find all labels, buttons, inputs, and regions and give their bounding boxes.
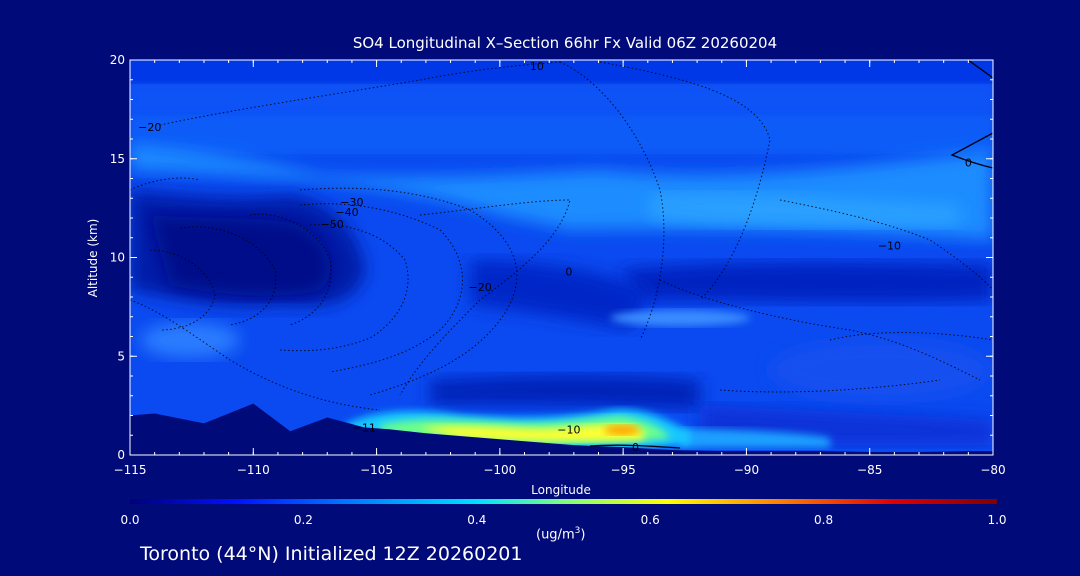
x-tick-label: −100 [483, 463, 516, 477]
zero-contour [589, 60, 993, 449]
colorbar-units-exponent: 3 [574, 526, 581, 536]
x-tick-label: −95 [610, 463, 635, 477]
y-tick-label: 20 [110, 53, 125, 67]
contour-label: −30 [340, 196, 363, 209]
concentration-field [130, 60, 993, 455]
terrain-silhouette [130, 403, 993, 455]
colorbar-tick-label: 1.0 [987, 513, 1006, 527]
contour-label: 10 [530, 60, 544, 73]
x-tick-label: −105 [360, 463, 393, 477]
colorbar: 0.0 0.2 0.4 0.6 0.8 1.0 [120, 499, 1007, 527]
y-axis-ticks: 0 5 10 15 20 [110, 53, 993, 462]
colorbar-gradient [130, 499, 997, 504]
colorbar-units-base: (ug/m [536, 527, 575, 543]
x-tick-label: −115 [114, 463, 147, 477]
contour-label: −40 [335, 206, 358, 219]
colorbar-units-tail: ) [580, 527, 586, 543]
contour-label: −50 [321, 218, 344, 231]
x-tick-label: −110 [237, 463, 270, 477]
contour-label: −10 [878, 240, 901, 253]
y-tick-label: 0 [117, 448, 125, 462]
colorbar-tick-label: 0.8 [814, 513, 833, 527]
x-tick-label: −80 [980, 463, 1005, 477]
contour-labels: 10 −20 −30−40−50 0 −20 −10 0 −10 −11 0 [138, 60, 972, 454]
contour-label: −10 [557, 423, 580, 436]
chart-title: SO4 Longitudinal X–Section 66hr Fx Valid… [352, 34, 778, 52]
colorbar-tick-label: 0.2 [294, 513, 313, 527]
contour-label: 0 [565, 265, 572, 278]
colorbar-units: (ug/m3) [536, 526, 585, 542]
contour-label: −20 [138, 121, 161, 134]
contour-label: −11 [353, 421, 376, 434]
colorbar-tick-label: 0.4 [467, 513, 486, 527]
y-tick-label: 15 [110, 152, 125, 166]
colorbar-tick-label: 0.6 [641, 513, 660, 527]
x-tick-label: −90 [734, 463, 759, 477]
contour-label: 0 [632, 441, 639, 454]
contour-label: −20 [469, 281, 492, 294]
y-axis-label: Altitude (km) [86, 219, 100, 298]
colorbar-tick-label: 0.0 [120, 513, 139, 527]
x-axis-ticks: −115 −110 −105 −100 −95 −90 −85 −80 [114, 60, 1006, 477]
contour-lines [130, 61, 993, 411]
x-tick-label: −85 [857, 463, 882, 477]
contour-label: 0 [965, 157, 972, 170]
x-axis-label: Longitude [531, 483, 591, 497]
y-tick-label: 5 [117, 349, 125, 363]
colorbar-ticks: 0.0 0.2 0.4 0.6 0.8 1.0 [120, 513, 1006, 527]
y-tick-label: 10 [110, 251, 125, 265]
footer-caption: Toronto (44°N) Initialized 12Z 20260201 [140, 543, 523, 565]
